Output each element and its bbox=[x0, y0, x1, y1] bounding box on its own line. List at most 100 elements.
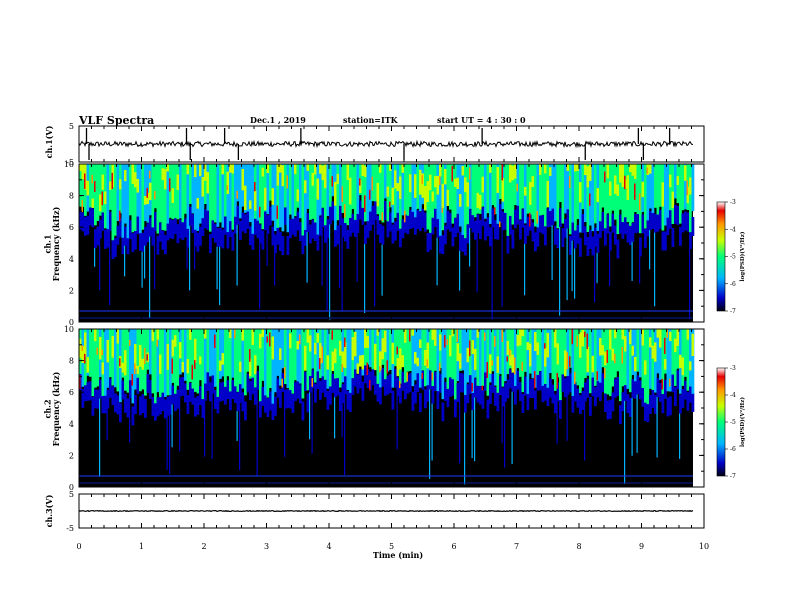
x-tick-label: 8 bbox=[576, 542, 581, 551]
spectrogram-cell bbox=[169, 395, 172, 415]
spectrogram-cell bbox=[619, 405, 622, 425]
spectrogram-cell bbox=[521, 393, 525, 413]
spectrogram-cell bbox=[294, 164, 297, 175]
sferic-streak bbox=[459, 392, 461, 464]
spectrogram-cell bbox=[644, 402, 647, 422]
spectrogram-cell bbox=[144, 398, 147, 418]
spectrogram-cell bbox=[441, 402, 445, 422]
start-time-label: start UT = 4 : 30 : 0 bbox=[437, 115, 526, 125]
spectrogram-cell bbox=[291, 329, 295, 394]
spectrogram-cell bbox=[591, 377, 595, 397]
spectrogram-cell bbox=[504, 329, 507, 382]
spectrogram-cell bbox=[501, 164, 503, 181]
colorbar-tick-label: -6 bbox=[730, 446, 736, 453]
spectrogram-cell bbox=[576, 388, 580, 408]
spectrogram-cell bbox=[439, 362, 441, 371]
spectrogram-cell bbox=[596, 329, 600, 382]
spectrogram-cell bbox=[476, 329, 479, 338]
spectrogram-cell bbox=[116, 329, 119, 344]
spectrogram-cell bbox=[686, 329, 690, 391]
colorbar-tick-label: -3 bbox=[730, 365, 736, 372]
colorbar-gradient bbox=[716, 367, 726, 477]
spectrogram-cell bbox=[169, 219, 172, 239]
y-tick-label: 4 bbox=[69, 420, 74, 429]
spectrogram-cell bbox=[534, 232, 537, 252]
sferic-streak bbox=[679, 413, 681, 459]
spectrogram-cell bbox=[421, 372, 423, 380]
spectrogram-cell bbox=[621, 219, 625, 239]
spectrogram-cell bbox=[634, 379, 637, 399]
spectrogram-cell bbox=[166, 343, 169, 370]
spectrogram-cell bbox=[121, 362, 124, 373]
spectrogram-cell bbox=[359, 178, 361, 186]
spectrogram-cell bbox=[554, 225, 557, 245]
spectrogram-cell bbox=[614, 329, 617, 378]
spectrogram-cell bbox=[626, 223, 630, 243]
spectrogram-cell bbox=[501, 329, 505, 387]
spectrogram-cell bbox=[244, 214, 247, 234]
sferic-streak bbox=[649, 229, 651, 270]
spectrogram-cell bbox=[216, 227, 220, 247]
spectrogram-cell bbox=[106, 389, 110, 409]
spectrogram-cell bbox=[211, 329, 215, 376]
station-label: station=ITK bbox=[343, 115, 399, 125]
spectrogram-cell bbox=[101, 174, 104, 190]
spectrogram-cell bbox=[631, 222, 635, 242]
spectrogram-cell bbox=[161, 168, 164, 181]
sferic-streak bbox=[501, 230, 503, 307]
sferic-streak bbox=[471, 409, 473, 459]
spectrogram-cell bbox=[79, 210, 82, 230]
spectrogram-cell bbox=[396, 358, 399, 377]
spectrogram-cell bbox=[306, 329, 309, 343]
spectrogram-cell bbox=[519, 220, 522, 240]
spectrogram-cell bbox=[331, 201, 335, 221]
spectrogram-cell bbox=[89, 381, 92, 401]
spectrogram-cell bbox=[256, 219, 260, 239]
spectrogram-cell bbox=[191, 214, 195, 234]
sferic-streak bbox=[511, 391, 513, 465]
spectrogram-cell bbox=[491, 360, 493, 366]
spectrogram-cell bbox=[144, 196, 147, 205]
spectrogram-cell bbox=[436, 390, 440, 409]
spectrogram-cell bbox=[549, 207, 552, 227]
sferic-streak bbox=[566, 228, 568, 301]
spectrogram-cell bbox=[249, 349, 251, 362]
spectrogram-cell bbox=[374, 164, 377, 202]
spectrogram-cell bbox=[371, 176, 373, 191]
spectrogram-cell bbox=[319, 380, 322, 400]
spectrogram-cell bbox=[549, 329, 552, 374]
sferic-streak bbox=[656, 397, 658, 458]
spectrogram-cell bbox=[326, 355, 329, 370]
spectrogram-cell bbox=[381, 164, 385, 223]
spectrogram-cell bbox=[454, 178, 457, 187]
spectrogram-cell bbox=[254, 385, 257, 405]
spectrogram-cell bbox=[394, 170, 397, 189]
spectrogram-cell bbox=[159, 164, 162, 223]
spectrogram-cell bbox=[304, 164, 307, 230]
spectrogram-cell bbox=[86, 381, 90, 401]
spectrogram-cell bbox=[616, 329, 620, 372]
spectrogram-cell bbox=[559, 208, 562, 228]
spectrogram-cell bbox=[79, 164, 82, 172]
sferic-streak bbox=[129, 398, 131, 443]
spectrogram-cell bbox=[566, 209, 570, 229]
spectrogram-cell bbox=[661, 231, 665, 251]
colorbar-tick-label: -5 bbox=[730, 254, 736, 261]
spectrogram-cell bbox=[281, 329, 285, 369]
spectrogram-cell bbox=[496, 166, 499, 193]
spectrogram-cell bbox=[359, 355, 362, 367]
spectrogram-cell bbox=[221, 229, 225, 249]
spectrogram-cell bbox=[114, 164, 117, 236]
spectrogram-cell bbox=[164, 235, 167, 255]
spectrogram-cell bbox=[79, 338, 82, 359]
spectrogram-cell bbox=[441, 207, 443, 213]
spectrogram-cell bbox=[349, 217, 352, 237]
spectrogram-cell bbox=[681, 213, 685, 233]
spectrogram-cell bbox=[181, 221, 185, 241]
spectrogram-cell bbox=[91, 396, 95, 416]
spectrogram-cell bbox=[356, 164, 360, 215]
spectrogram-cell bbox=[201, 329, 205, 400]
spectrogram-cell bbox=[576, 335, 578, 347]
spectrogram-cell bbox=[641, 181, 644, 198]
spectrogram-cell bbox=[519, 329, 522, 346]
